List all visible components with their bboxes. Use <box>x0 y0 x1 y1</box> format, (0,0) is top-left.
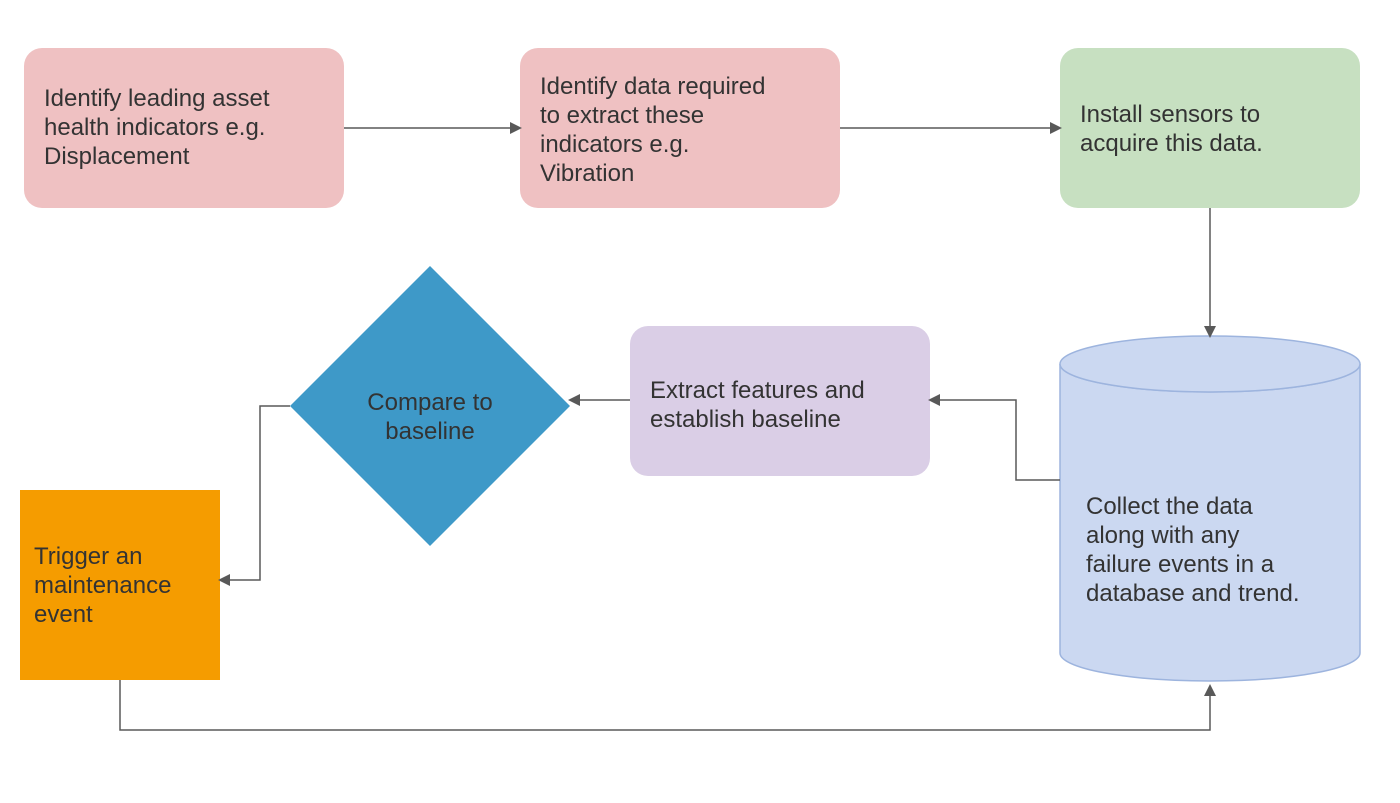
node-text-line: establish baseline <box>650 406 841 433</box>
node-text-line: Compare to <box>367 389 492 416</box>
node-text-line: health indicators e.g. <box>44 114 265 141</box>
node-text-line: baseline <box>385 418 474 445</box>
cylinder-top <box>1060 336 1360 392</box>
flow-node-n7: Trigger anmaintenanceevent <box>20 490 220 680</box>
node-text-line: Trigger an <box>34 543 143 570</box>
flow-node-n6: Compare tobaseline <box>290 266 570 546</box>
node-text-line: Install sensors to <box>1080 101 1260 128</box>
node-text-line: along with any <box>1086 522 1239 549</box>
flow-node-n4: Collect the dataalong with anyfailure ev… <box>1060 336 1360 681</box>
node-text-line: Identify data required <box>540 73 765 100</box>
node-text-line: Collect the data <box>1086 493 1253 520</box>
flow-node-n2: Identify data requiredto extract thesein… <box>520 48 840 208</box>
flow-node-n5: Extract features andestablish baseline <box>630 326 930 476</box>
flow-node-n3: Install sensors toacquire this data. <box>1060 48 1360 208</box>
node-text-line: Identify leading asset <box>44 85 270 112</box>
node-text-line: indicators e.g. <box>540 131 689 158</box>
node-text-line: acquire this data. <box>1080 130 1263 157</box>
flow-node-n1: Identify leading assethealth indicators … <box>24 48 344 208</box>
node-text-line: Vibration <box>540 160 634 187</box>
node-text-line: event <box>34 601 93 628</box>
flow-edge-e6 <box>220 406 290 580</box>
node-text-line: database and trend. <box>1086 580 1300 607</box>
node-text-line: maintenance <box>34 572 171 599</box>
flow-edge-e4 <box>930 400 1060 480</box>
node-text-line: Displacement <box>44 143 190 170</box>
flow-edge-e7 <box>120 680 1210 730</box>
node-text-line: to extract these <box>540 102 704 129</box>
node-text-line: Extract features and <box>650 377 865 404</box>
node-shape <box>1060 48 1360 208</box>
node-text-line: failure events in a <box>1086 551 1275 578</box>
